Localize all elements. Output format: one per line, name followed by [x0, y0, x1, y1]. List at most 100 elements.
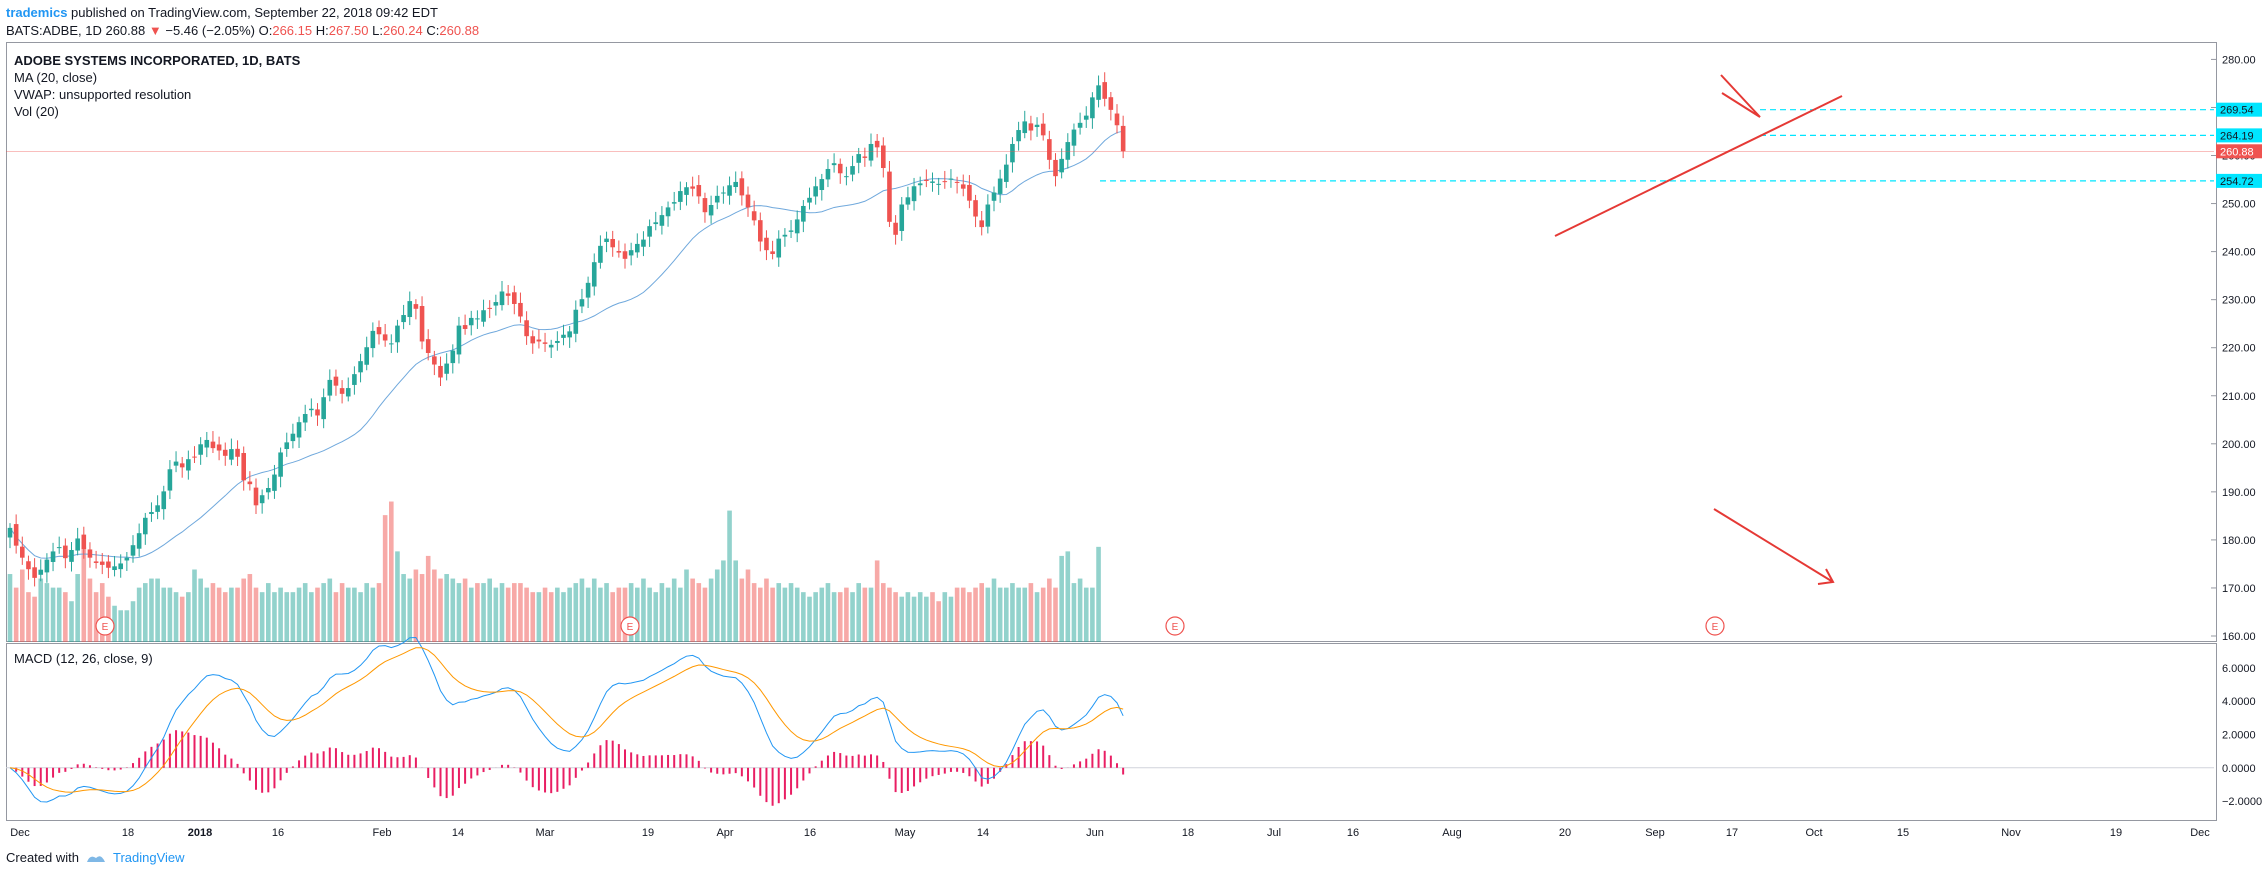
legend-vwap[interactable]: VWAP: unsupported resolution	[14, 87, 192, 102]
candle-body	[364, 347, 369, 365]
volume-bar	[1077, 578, 1083, 642]
candle-body	[671, 202, 677, 204]
candle-body	[32, 567, 37, 578]
candle-body	[413, 304, 419, 309]
candle-body	[635, 243, 640, 253]
price-label-text: 269.54	[2220, 105, 2254, 117]
candle-body	[247, 481, 253, 485]
footer: Created with TradingView	[6, 850, 185, 865]
volume-bar	[604, 583, 609, 642]
volume-bar	[143, 583, 148, 642]
volume-bar	[1090, 587, 1095, 642]
quote-line: BATS:ADBE, 1D 260.88 ▼ −5.46 (−2.05%) O:…	[6, 22, 479, 40]
x-tick-label: Dec	[2190, 827, 2210, 839]
candle-body	[1077, 122, 1083, 128]
candle-body	[432, 356, 437, 365]
candle-body	[579, 299, 585, 307]
candle-body	[567, 331, 572, 338]
volume-bar	[819, 587, 825, 642]
candle-body	[985, 204, 991, 227]
volume-bar	[315, 587, 320, 642]
candle-body	[598, 245, 603, 263]
candle-body	[13, 524, 19, 546]
candle-body	[751, 211, 757, 221]
volume-bar	[167, 587, 173, 642]
candle-body	[1059, 158, 1064, 173]
volume-bar	[505, 587, 511, 642]
volume-bar	[1096, 546, 1101, 642]
volume-bar	[714, 569, 720, 642]
candle-body	[813, 186, 818, 197]
volume-bar	[481, 583, 486, 642]
price-tick-label: 220.00	[2222, 343, 2256, 355]
candle-body	[204, 439, 210, 448]
candle-body	[622, 251, 628, 259]
price-label-text: 254.72	[2220, 176, 2254, 188]
candle-body	[44, 559, 50, 573]
candle-body	[1071, 129, 1077, 146]
candle-body	[530, 336, 536, 344]
candle-body	[616, 251, 622, 253]
x-tick-label: 18	[122, 827, 134, 839]
macd-tick-label: 0.0000	[2222, 763, 2256, 775]
earnings-marker	[620, 616, 640, 636]
legend-ma[interactable]: MA (20, close)	[14, 70, 98, 85]
candle-body	[444, 363, 449, 374]
price-panel[interactable]	[6, 42, 2217, 642]
volume-bar	[63, 592, 68, 642]
volume-bar	[81, 546, 87, 642]
signal-line	[9, 647, 1124, 793]
candle-body	[106, 561, 111, 568]
candle-body	[352, 374, 357, 385]
legend-vol[interactable]: Vol (20)	[14, 104, 59, 119]
candle-body	[173, 461, 179, 466]
earnings-marker-label: E	[1712, 622, 1719, 633]
candle-body	[548, 344, 554, 348]
x-tick-label: Jul	[1267, 827, 1281, 839]
candle-body	[887, 171, 892, 222]
price-tick-label: 190.00	[2222, 487, 2256, 499]
x-tick-label: 15	[1897, 827, 1909, 839]
candle-body	[462, 325, 468, 329]
macd-panel[interactable]	[6, 643, 2217, 821]
volume-bar	[837, 592, 843, 642]
volume-bar	[358, 592, 363, 642]
publish-line: trademics published on TradingView.com, …	[6, 4, 479, 22]
down-arrow-head-icon	[1817, 568, 1835, 585]
candle-body	[481, 310, 486, 322]
candle-body	[284, 442, 290, 450]
volume-bar	[1047, 578, 1052, 642]
x-tick-label: 19	[642, 827, 654, 839]
x-tick-label: Mar	[536, 827, 555, 839]
volume-bar	[991, 578, 997, 642]
volume-bar	[1053, 587, 1058, 642]
candle-body	[819, 179, 825, 191]
volume-bar	[911, 596, 917, 642]
volume-bar	[659, 583, 665, 642]
price-label-box	[2216, 128, 2262, 143]
legend-macd[interactable]: MACD (12, 26, close, 9)	[14, 651, 153, 666]
candle-body	[253, 487, 259, 506]
author-link[interactable]: trademics	[6, 5, 68, 20]
price-tick-label: 280.00	[2222, 54, 2256, 66]
candle-body	[1010, 143, 1015, 163]
candle-body	[1114, 113, 1120, 126]
volume-bar	[266, 583, 271, 642]
candle-body	[1004, 164, 1009, 182]
tradingview-link[interactable]: TradingView	[112, 850, 185, 865]
volume-bar	[542, 587, 548, 642]
x-tick-label: Sep	[1645, 827, 1665, 839]
volume-bar	[278, 587, 283, 642]
volume-bar	[468, 587, 474, 642]
volume-bar	[665, 587, 671, 642]
x-tick-label: 16	[804, 827, 816, 839]
volume-bar	[296, 587, 302, 642]
volume-bar	[788, 583, 794, 642]
volume-bar	[345, 587, 351, 642]
price-tick-label: 180.00	[2222, 535, 2256, 547]
volume-bar	[733, 560, 738, 642]
candle-body	[874, 140, 880, 148]
candle-body	[266, 488, 271, 493]
candle-body	[389, 343, 394, 345]
